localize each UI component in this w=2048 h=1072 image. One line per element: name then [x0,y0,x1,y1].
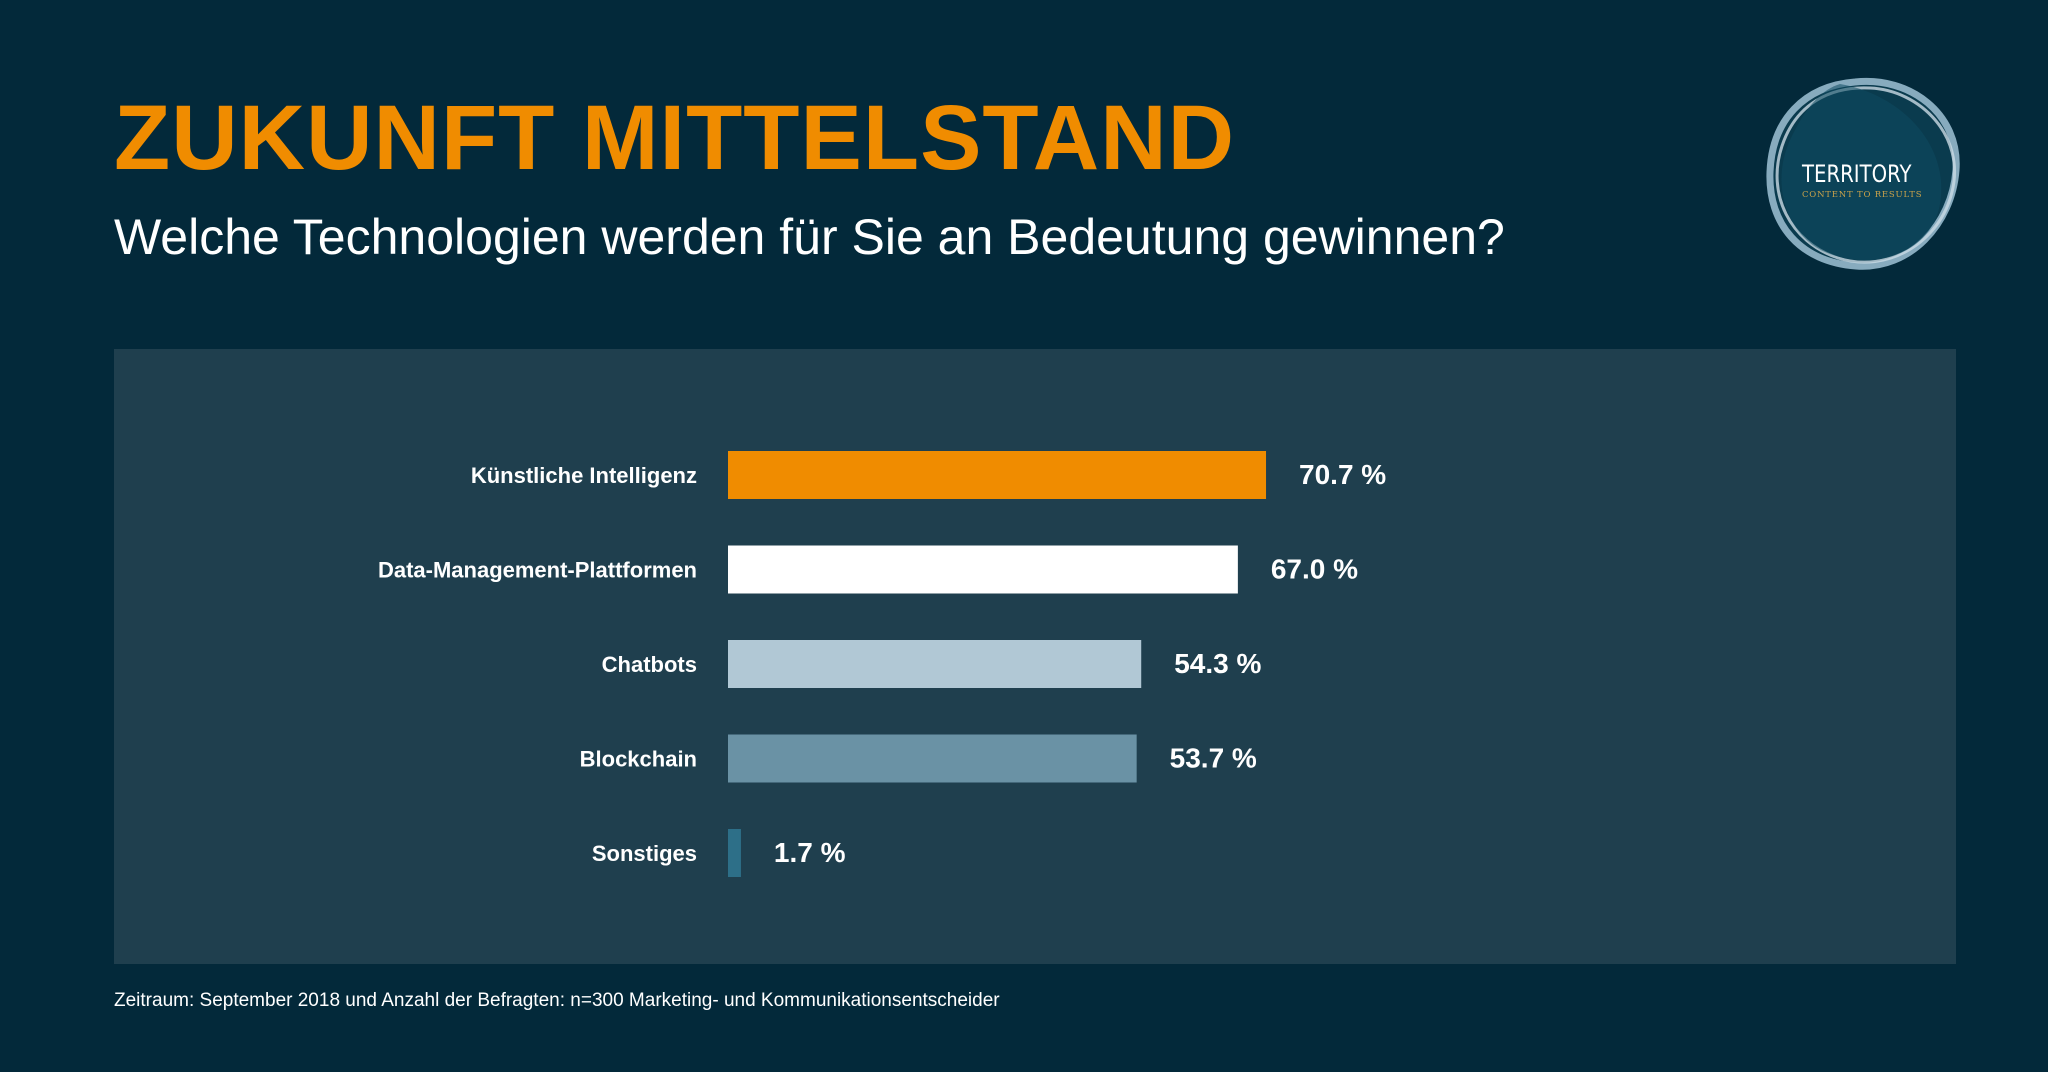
bar [728,829,741,877]
value-label: 54.3 % [1174,648,1261,679]
chart-panel: Künstliche Intelligenz 70.7 % Data-Managem… [114,349,1956,964]
value-label: 53.7 % [1170,743,1257,774]
bar-chart: Künstliche Intelligenz 70.7 % Data-Managem… [378,451,1386,877]
category-label: Sonstiges [592,841,697,866]
footnote: Zeitraum: September 2018 und Anzahl der … [114,990,1000,1011]
category-label: Data-Management-Plattformen [378,558,697,583]
category-label: Blockchain [580,747,697,772]
value-label: 67.0 % [1271,554,1358,585]
logo-emblem-icon [1766,77,1960,270]
value-label: 1.7 % [774,837,846,868]
chart-subtitle: Welche Technologien werden für Sie an Be… [114,209,1505,265]
logo-tagline: CONTENT TO RESULTS [1802,190,1923,200]
bar [728,451,1267,499]
category-label: Künstliche Intelligenz [471,463,697,488]
bar [728,734,1137,783]
logo-brand-text: TERRITORY [1802,160,1912,188]
bar [728,640,1142,688]
bar [728,545,1238,594]
territory-logo: TERRITORY CONTENT TO RESULTS [1760,74,1970,274]
chart-title: ZUKUNFT MITTELSTAND [114,87,1236,189]
value-label: 70.7 % [1299,459,1386,490]
category-label: Chatbots [602,652,697,677]
